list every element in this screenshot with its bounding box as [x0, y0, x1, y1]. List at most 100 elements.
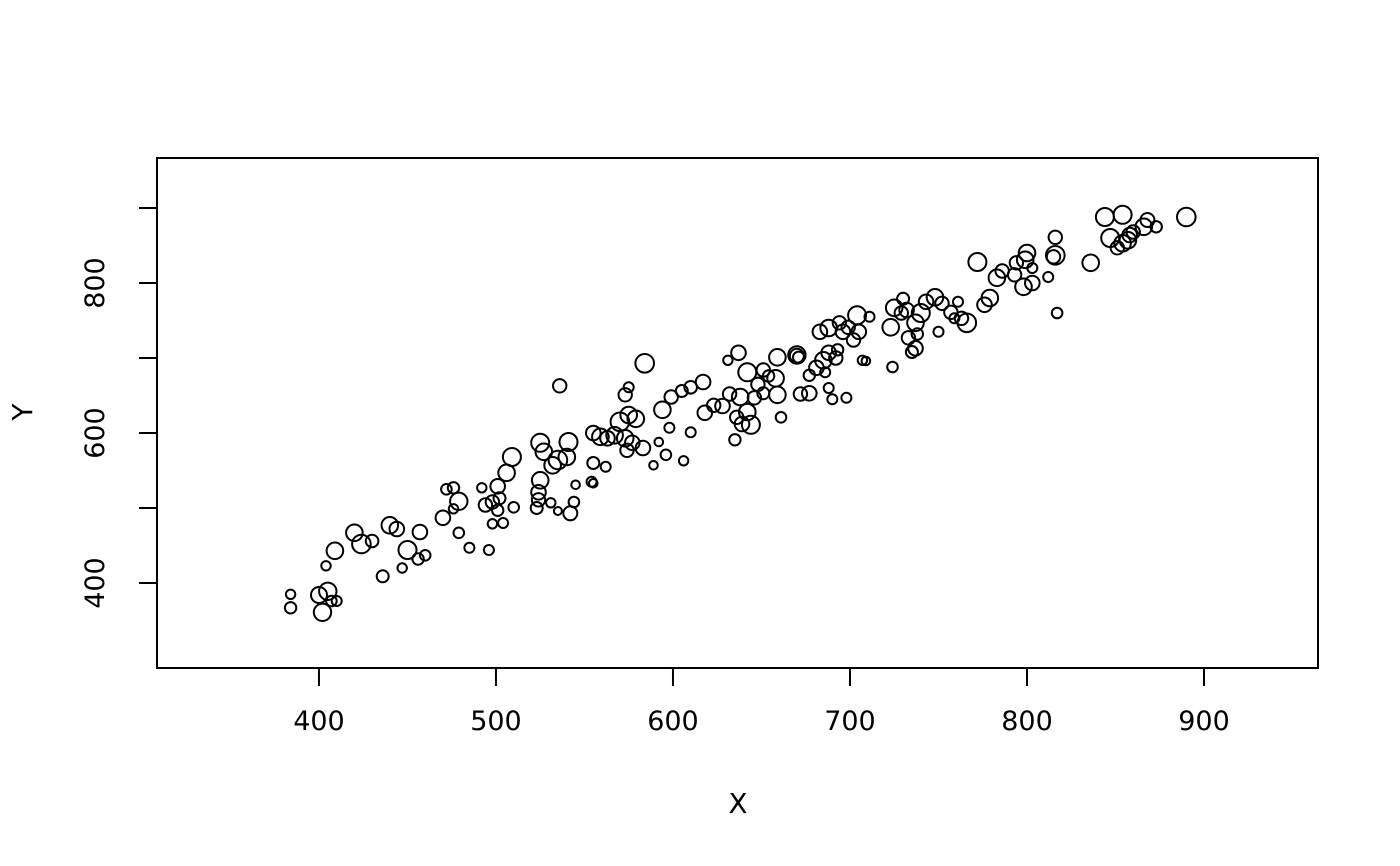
data-point — [345, 523, 364, 543]
data-point — [1134, 217, 1154, 237]
data-point — [884, 298, 904, 318]
data-point — [677, 455, 690, 467]
data-point — [819, 366, 832, 379]
data-point — [497, 463, 516, 483]
data-point — [617, 387, 633, 403]
data-point — [1026, 262, 1039, 274]
data-point — [828, 350, 844, 366]
data-point — [418, 549, 432, 562]
data-point — [831, 315, 848, 331]
data-point — [733, 415, 751, 433]
data-point — [840, 319, 856, 335]
data-point — [1121, 226, 1138, 244]
data-point — [1014, 277, 1033, 297]
data-point — [325, 594, 338, 608]
x-tick-label: 800 — [1001, 706, 1053, 737]
data-point — [801, 385, 818, 402]
data-point — [463, 541, 476, 554]
x-tick-label: 400 — [293, 706, 345, 737]
data-point — [1042, 271, 1055, 283]
data-point — [497, 517, 510, 529]
data-point — [766, 369, 785, 388]
data-point — [325, 541, 345, 561]
data-point — [730, 344, 747, 362]
data-point — [599, 460, 612, 473]
data-point — [312, 602, 333, 622]
data-point — [634, 439, 652, 457]
data-point — [886, 360, 899, 374]
data-point — [330, 595, 343, 607]
data-point — [558, 432, 579, 452]
data-point — [847, 305, 868, 326]
data-point — [605, 426, 624, 445]
data-point — [953, 310, 970, 326]
data-point — [663, 389, 679, 405]
data-point — [530, 484, 547, 501]
data-point — [768, 385, 787, 405]
y-tick-label: 400 — [80, 557, 111, 609]
data-point — [320, 560, 332, 572]
data-point — [501, 447, 522, 467]
data-point — [746, 390, 763, 406]
data-point — [562, 505, 579, 522]
data-point — [547, 449, 569, 471]
data-point — [826, 393, 839, 406]
data-point — [856, 354, 869, 366]
data-point — [411, 523, 429, 541]
data-point — [653, 436, 665, 448]
data-point — [1081, 253, 1100, 273]
data-point — [447, 503, 460, 515]
data-point — [694, 373, 712, 391]
data-point — [622, 381, 635, 394]
data-point — [906, 313, 925, 333]
data-point — [1045, 249, 1062, 265]
data-point — [411, 552, 425, 566]
data-point — [830, 343, 845, 357]
data-point — [674, 384, 689, 398]
data-point — [586, 456, 601, 470]
data-point — [552, 506, 563, 516]
data-point — [530, 471, 550, 490]
x-tick-label: 600 — [647, 706, 699, 737]
data-point — [1050, 306, 1064, 320]
data-point — [792, 350, 806, 364]
data-point — [529, 501, 544, 515]
data-point — [634, 353, 656, 374]
data-point — [714, 397, 731, 415]
data-point — [557, 447, 577, 467]
data-point — [530, 492, 547, 508]
data-point — [375, 569, 390, 584]
data-point — [624, 434, 641, 452]
data-point — [543, 456, 562, 475]
data-point — [318, 581, 338, 601]
x-axis-title: X — [728, 787, 747, 820]
x-tick-label: 500 — [470, 706, 522, 737]
data-point — [619, 442, 635, 458]
data-point — [904, 345, 919, 359]
data-point — [477, 497, 494, 513]
x-tick-label: 700 — [824, 706, 876, 737]
data-point — [591, 427, 610, 447]
data-point — [396, 562, 408, 574]
data-point — [863, 310, 876, 323]
data-point — [507, 501, 521, 514]
data-point — [811, 323, 829, 341]
data-point — [588, 478, 599, 489]
data-point — [476, 482, 488, 494]
y-tick-label: 800 — [80, 257, 111, 309]
data-point — [530, 432, 551, 453]
data-point — [1024, 274, 1041, 292]
data-point — [822, 382, 835, 394]
data-point — [440, 483, 453, 496]
data-point — [1118, 231, 1138, 250]
data-point — [663, 421, 676, 434]
data-point — [1006, 267, 1023, 283]
data-point — [860, 355, 872, 367]
data-point — [482, 544, 495, 556]
data-point — [364, 533, 380, 549]
data-point — [1008, 255, 1025, 271]
data-point — [1112, 204, 1133, 225]
data-point — [570, 479, 581, 491]
data-point — [774, 411, 788, 424]
